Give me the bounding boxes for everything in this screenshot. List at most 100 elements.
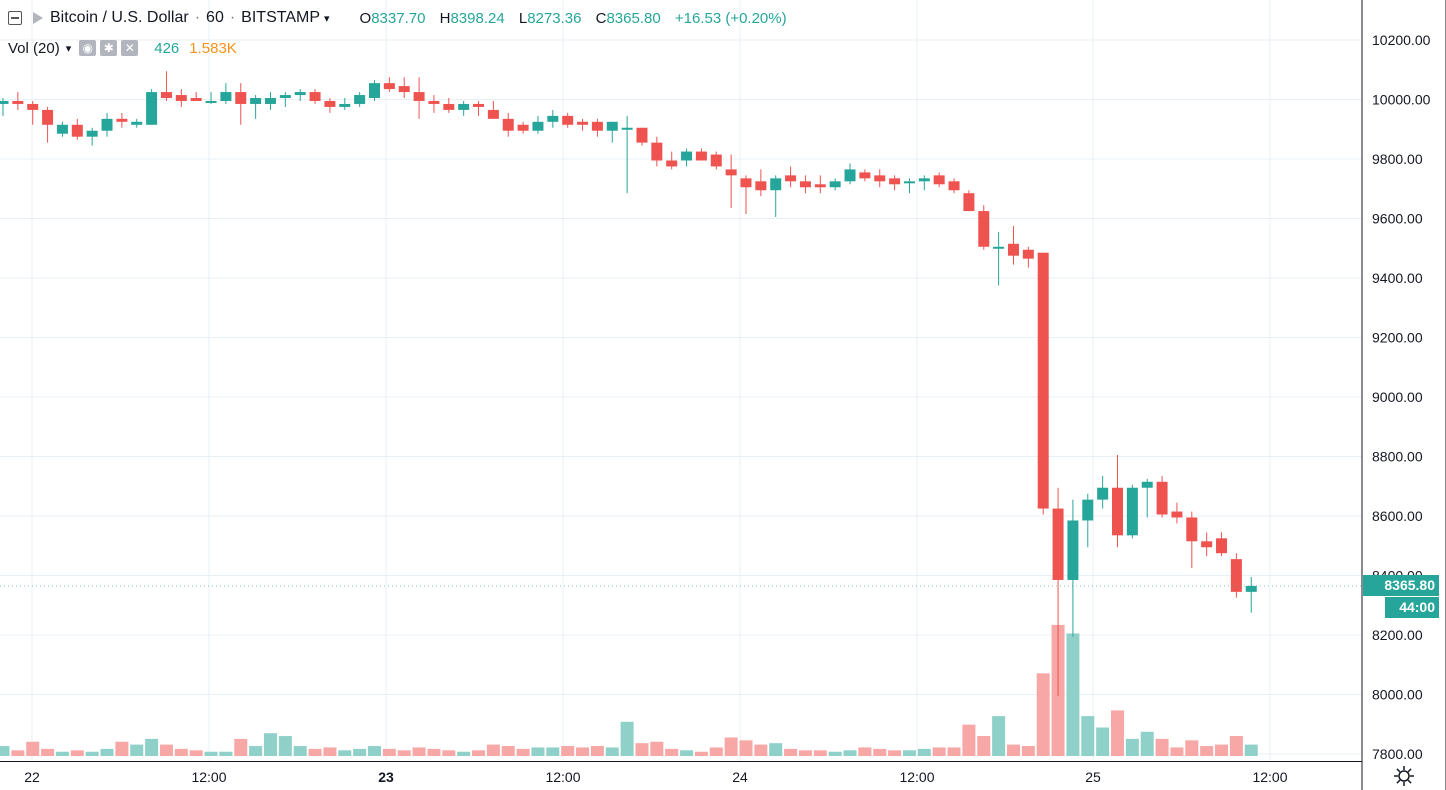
y-tick-label: 9800.00 bbox=[1372, 151, 1423, 167]
candle-body bbox=[1201, 541, 1213, 548]
candle-body bbox=[889, 178, 901, 185]
volume-bar bbox=[308, 748, 322, 756]
candle-body bbox=[101, 118, 113, 131]
last-price-tag: 8365.80 bbox=[1363, 574, 1439, 596]
volume-bar bbox=[635, 743, 649, 756]
x-tick-label: 12:00 bbox=[899, 769, 934, 785]
high-value: 8398.24 bbox=[450, 9, 505, 27]
candle-body bbox=[799, 181, 811, 188]
volume-bar bbox=[1155, 738, 1169, 756]
candle-body bbox=[220, 92, 232, 101]
volume-bar bbox=[1200, 746, 1214, 756]
volume-bar bbox=[11, 750, 25, 756]
ohlc-values: O8337.70 H8398.24 L8273.36 C8365.80 +16.… bbox=[360, 10, 797, 27]
volume-bar bbox=[189, 750, 203, 756]
separator: · bbox=[194, 9, 201, 26]
low-value: 8273.36 bbox=[527, 9, 582, 27]
candle-body bbox=[1230, 559, 1242, 592]
volume-bar bbox=[531, 747, 545, 756]
candle-body bbox=[963, 193, 975, 212]
y-tick-label: 8800.00 bbox=[1372, 449, 1423, 465]
volume-legend[interactable]: Vol (20) ▾ ◉ ✱ ✕ 426 1.583K bbox=[8, 38, 237, 58]
candle-body bbox=[473, 103, 485, 107]
x-tick-label: 12:00 bbox=[545, 769, 580, 785]
volume-bar bbox=[70, 750, 84, 756]
volume-bar bbox=[858, 747, 872, 756]
volume-bar bbox=[1036, 673, 1050, 756]
candle-body bbox=[814, 184, 826, 188]
x-tick-label: 12:00 bbox=[191, 769, 226, 785]
volume-bar bbox=[397, 750, 411, 756]
collapse-icon[interactable] bbox=[8, 11, 22, 25]
interval[interactable]: 60 bbox=[206, 9, 224, 26]
high-key: H bbox=[439, 9, 451, 27]
close-icon[interactable]: ✕ bbox=[121, 40, 139, 56]
x-tick-label: 25 bbox=[1085, 769, 1101, 785]
candle-body bbox=[1082, 499, 1094, 521]
change-value: +16.53 (+0.20%) bbox=[674, 9, 787, 27]
exchange[interactable]: BITSTAMP bbox=[241, 9, 320, 26]
volume-bar bbox=[1170, 747, 1184, 756]
volume-bar bbox=[427, 748, 441, 756]
y-tick-label: 8000.00 bbox=[1372, 687, 1423, 703]
x-tick-label: 12:00 bbox=[1252, 769, 1287, 785]
volume-bar bbox=[263, 733, 277, 756]
candle-body bbox=[785, 175, 797, 182]
volume-bar bbox=[278, 736, 292, 756]
volume-bar bbox=[962, 724, 976, 756]
candle-body bbox=[948, 181, 960, 191]
candle-body bbox=[131, 121, 143, 125]
gear-icon[interactable] bbox=[1392, 764, 1416, 788]
eye-icon[interactable]: ◉ bbox=[79, 40, 97, 56]
volume-bar bbox=[293, 746, 307, 756]
symbol-name[interactable]: Bitcoin / U.S. Dollar bbox=[50, 9, 189, 26]
volume-bar bbox=[115, 741, 129, 756]
open-key: O bbox=[359, 9, 372, 27]
volume-bar bbox=[932, 747, 946, 756]
close-key: C bbox=[595, 9, 607, 27]
y-tick-label: 10200.00 bbox=[1372, 32, 1431, 48]
candle-body bbox=[294, 92, 306, 96]
candle-body bbox=[116, 118, 128, 122]
candle-body bbox=[0, 100, 9, 104]
chevron-down-icon[interactable]: ▾ bbox=[324, 12, 330, 25]
y-tick-label: 8200.00 bbox=[1372, 627, 1423, 643]
volume-bar bbox=[1096, 727, 1110, 756]
low-key: L bbox=[518, 9, 528, 27]
symbol-legend[interactable]: Bitcoin / U.S. Dollar · 60 · BITSTAMP ▾ … bbox=[8, 8, 797, 28]
candle-body bbox=[398, 86, 410, 93]
chevron-down-icon[interactable]: ▾ bbox=[65, 42, 72, 55]
candle-body bbox=[829, 181, 841, 188]
volume-bar bbox=[516, 748, 530, 756]
y-tick-label: 7800.00 bbox=[1372, 746, 1423, 762]
volume-bar bbox=[828, 751, 842, 756]
candle-body bbox=[1007, 243, 1019, 256]
bar-countdown-tag: 44:00 bbox=[1385, 596, 1439, 618]
candle-body bbox=[1067, 520, 1079, 580]
candle-body bbox=[651, 142, 663, 161]
candle-body bbox=[71, 124, 83, 137]
volume-bar bbox=[412, 747, 426, 756]
volume-bar bbox=[605, 747, 619, 756]
candle-body bbox=[993, 246, 1005, 249]
volume-bar bbox=[546, 747, 560, 756]
candle-body bbox=[695, 151, 707, 161]
settings-icon[interactable]: ✱ bbox=[100, 40, 118, 56]
volume-bar bbox=[1215, 744, 1229, 756]
candle-body bbox=[339, 103, 351, 107]
candle-body bbox=[309, 92, 321, 101]
candle-body bbox=[933, 175, 945, 185]
symbol-flag-icon bbox=[33, 12, 43, 24]
volume-bar bbox=[338, 750, 352, 756]
volume-label[interactable]: Vol (20) bbox=[8, 39, 60, 57]
volume-bar bbox=[145, 738, 159, 756]
candle-body bbox=[903, 181, 915, 184]
volume-bar bbox=[457, 751, 471, 756]
candle-body bbox=[1216, 538, 1228, 554]
volume-bar bbox=[100, 748, 114, 756]
candle-body bbox=[235, 92, 247, 104]
candle-body bbox=[354, 95, 366, 104]
